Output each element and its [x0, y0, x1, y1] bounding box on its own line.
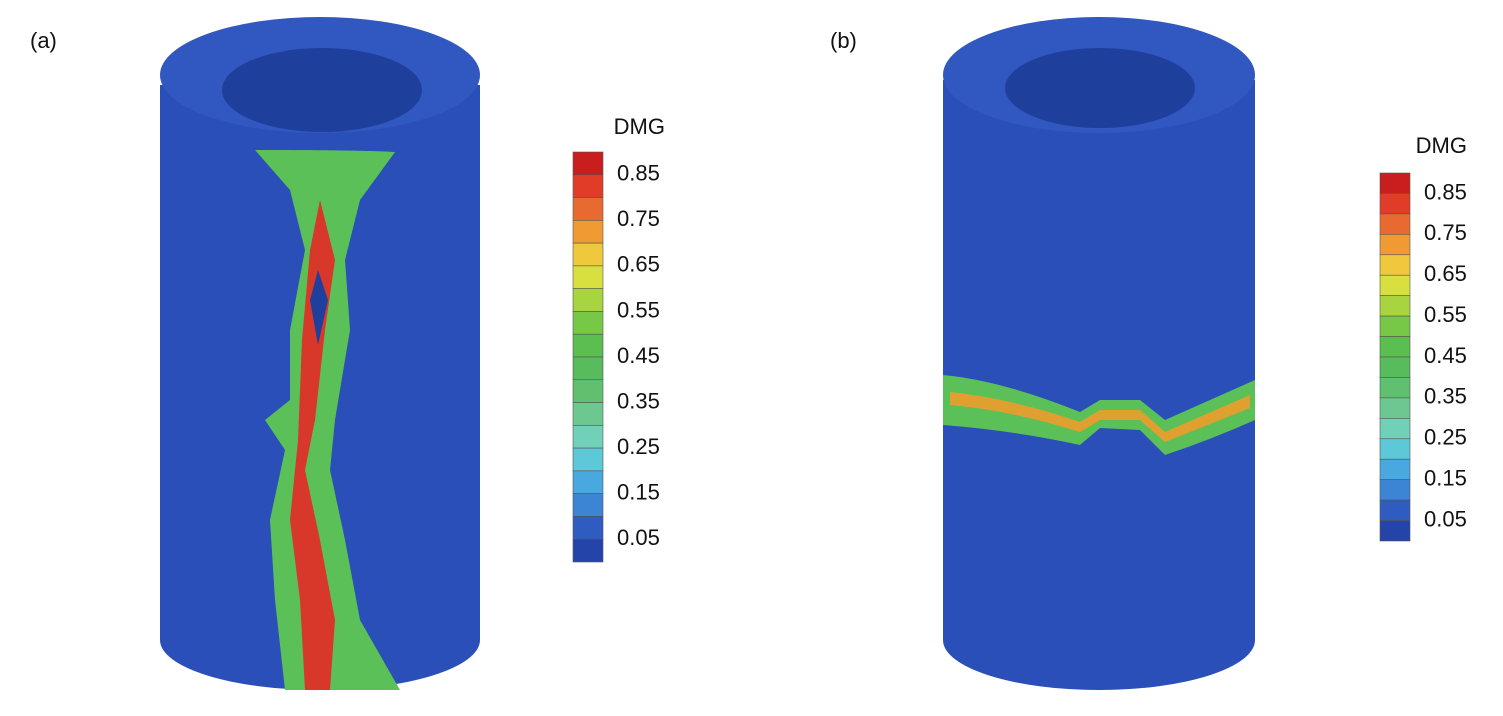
panel-label: (b): [830, 28, 857, 53]
legend-swatch: [572, 311, 604, 335]
legend-swatch: [1379, 193, 1411, 215]
cylinder-hole: [222, 48, 422, 132]
legend-swatch: [572, 447, 604, 472]
legend-swatch: [1379, 315, 1411, 337]
legend-tick-label: 0.65: [1424, 261, 1467, 286]
legend-tick-label: 0.15: [617, 479, 660, 504]
legend-swatch: [572, 516, 604, 540]
cylinder-a: [160, 17, 480, 690]
legend-swatch: [1379, 499, 1411, 521]
legend-swatch: [1379, 479, 1411, 501]
legend-swatch: [572, 402, 604, 426]
legend-swatch: [1379, 377, 1411, 399]
legend-swatch: [1379, 234, 1411, 256]
legend-tick-label: 0.85: [1424, 179, 1467, 204]
legend-swatch: [1379, 274, 1411, 296]
legend-tick-label: 0.35: [617, 388, 660, 413]
cylinder-b: [943, 17, 1255, 690]
legend-swatch: [572, 151, 604, 176]
legend-tick-label: 0.75: [617, 206, 660, 231]
legend-tick-label: 0.45: [617, 343, 660, 368]
legend-tick-label: 0.85: [617, 161, 660, 186]
legend-swatch: [572, 333, 604, 358]
legend-swatch: [572, 470, 604, 494]
legend-tick-label: 0.65: [617, 252, 660, 277]
legend-tick-label: 0.75: [1424, 220, 1467, 245]
cylinder-body: [943, 80, 1255, 690]
legend-swatch: [572, 265, 604, 289]
legend-tick-label: 0.15: [1424, 465, 1467, 490]
legend-swatch: [1379, 356, 1411, 378]
legend-tick-label: 0.25: [1424, 425, 1467, 450]
crack-zone: [255, 150, 400, 690]
legend-swatch: [1379, 438, 1411, 460]
legend-swatch: [572, 493, 604, 517]
legend-tick-label: 0.05: [617, 525, 660, 550]
legend-tick-label: 0.25: [617, 434, 660, 459]
legend-swatch: [572, 197, 604, 221]
legend-swatch: [572, 356, 604, 381]
legend-title: DMG: [1416, 133, 1467, 158]
legend-swatch: [1379, 458, 1411, 480]
legend-tick-label: 0.55: [617, 297, 660, 322]
cylinder-hole: [1005, 48, 1195, 128]
legend-tick-label: 0.55: [1424, 302, 1467, 327]
legend-swatch: [1379, 418, 1411, 440]
legend-swatch: [572, 538, 604, 563]
legend-tick-label: 0.45: [1424, 343, 1467, 368]
legend-swatch: [1379, 213, 1411, 235]
legend-swatch: [572, 242, 604, 267]
crack-gap: [310, 270, 328, 345]
legend-swatch: [1379, 520, 1411, 542]
legend-swatch: [1379, 336, 1411, 358]
legend-tick-label: 0.05: [1424, 506, 1467, 531]
crack-core: [950, 392, 1250, 442]
legend-swatch: [572, 220, 604, 244]
legend-swatch: [1379, 295, 1411, 317]
panel-label: (a): [30, 28, 57, 53]
legend-swatch: [572, 379, 604, 403]
legend-swatch: [1379, 254, 1411, 276]
legend-swatch: [1379, 172, 1411, 194]
legend-swatch: [572, 425, 604, 449]
legend-title: DMG: [614, 114, 665, 139]
legend-swatch: [1379, 397, 1411, 419]
legend-tick-label: 0.35: [1424, 384, 1467, 409]
legend-swatch: [572, 288, 604, 312]
legend-swatch: [572, 174, 604, 198]
crack-core: [290, 200, 335, 690]
